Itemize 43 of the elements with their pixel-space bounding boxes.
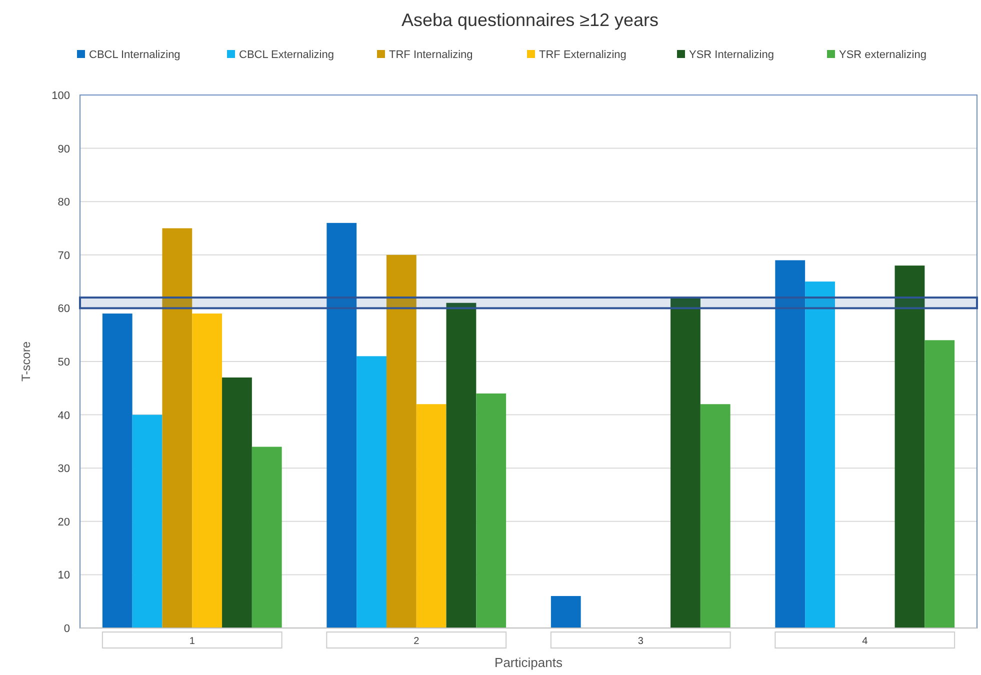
bar bbox=[924, 340, 955, 628]
x-tick-label: 2 bbox=[414, 636, 420, 647]
legend-label: CBCL Internalizing bbox=[89, 49, 180, 61]
bar bbox=[700, 404, 730, 628]
y-tick-label: 60 bbox=[58, 303, 70, 316]
bar bbox=[805, 282, 835, 628]
legend-label: TRF Externalizing bbox=[539, 49, 626, 61]
legend-label: YSR externalizing bbox=[839, 49, 926, 61]
bar bbox=[162, 228, 192, 628]
y-tick-label: 30 bbox=[58, 463, 70, 476]
x-tick-label: 4 bbox=[862, 636, 868, 647]
bar bbox=[252, 446, 282, 628]
bar bbox=[416, 404, 446, 628]
bar bbox=[326, 222, 357, 628]
y-tick-label: 0 bbox=[64, 623, 70, 635]
bar bbox=[476, 393, 506, 628]
y-tick-label: 90 bbox=[58, 143, 70, 156]
y-axis-title: T-score bbox=[19, 341, 33, 382]
y-tick-label: 100 bbox=[52, 90, 70, 102]
chart-title: Aseba questionnaires ≥12 years bbox=[401, 10, 659, 30]
bar bbox=[894, 266, 925, 628]
y-tick-label: 10 bbox=[58, 570, 70, 582]
x-axis-title: Participants bbox=[494, 655, 563, 670]
bar bbox=[102, 314, 132, 628]
y-tick-label: 80 bbox=[58, 196, 70, 209]
bar bbox=[550, 596, 581, 628]
bar bbox=[356, 356, 386, 628]
x-tick-label: 1 bbox=[189, 636, 196, 647]
legend-label: YSR Internalizing bbox=[689, 49, 774, 61]
bar bbox=[670, 298, 700, 628]
bar bbox=[132, 414, 162, 628]
bar bbox=[446, 302, 476, 628]
y-tick-label: 70 bbox=[58, 250, 70, 262]
legend-label: TRF Internalizing bbox=[389, 49, 473, 61]
legend-label: CBCL Externalizing bbox=[239, 49, 334, 61]
bar bbox=[192, 314, 222, 628]
bar bbox=[386, 254, 416, 628]
y-tick-label: 20 bbox=[58, 516, 70, 528]
y-tick-label: 40 bbox=[58, 410, 70, 422]
x-tick-label: 3 bbox=[638, 636, 644, 647]
y-tick-label: 50 bbox=[58, 356, 70, 368]
bar bbox=[775, 260, 806, 628]
bar bbox=[222, 377, 252, 628]
